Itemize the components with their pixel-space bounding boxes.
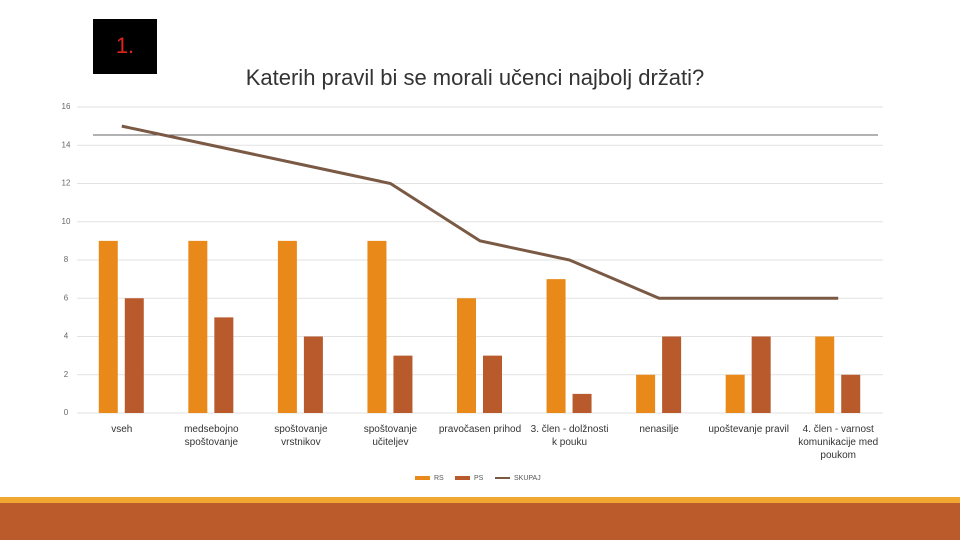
bar — [751, 336, 771, 413]
bar — [483, 355, 502, 413]
bar — [367, 240, 387, 413]
badge-box — [93, 19, 157, 74]
y-tick-label: 6 — [64, 293, 69, 302]
y-tick-label: 16 — [62, 102, 71, 111]
x-tick-label: spoštovanje učiteljev — [364, 424, 418, 448]
footer-band — [0, 503, 960, 540]
bar — [725, 374, 745, 413]
legend-swatch — [415, 476, 430, 480]
line — [121, 124, 839, 300]
legend-item: SKUPAJ — [495, 475, 541, 482]
y-tick-label: 10 — [62, 217, 71, 226]
y-tick-label: 2 — [64, 370, 69, 379]
legend-item: RS — [415, 475, 444, 482]
bar — [303, 336, 323, 413]
x-tick-label: nenasilje — [639, 424, 679, 435]
badge: 1. — [116, 33, 134, 58]
bar — [214, 317, 234, 413]
y-tick-label: 0 — [64, 408, 69, 417]
x-tick-label: upoštevanje pravil — [708, 424, 789, 435]
legend-swatch — [455, 476, 470, 480]
legend-label: RS — [434, 475, 444, 482]
x-tick-label: 4. člen - varnost komunikacije med poukom — [798, 424, 878, 461]
footer-stripe — [0, 497, 960, 503]
x-tick-label: spoštovanje vrstnikov — [274, 424, 328, 448]
y-tick-label: 14 — [62, 140, 71, 149]
bar — [815, 336, 835, 413]
bar — [393, 355, 413, 413]
x-tick-label: 3. člen - dolžnosti k pouku — [531, 424, 609, 448]
y-tick-label: 4 — [64, 332, 69, 341]
legend-item: PS — [455, 475, 484, 482]
x-tick-label: vseh — [111, 424, 132, 435]
bar — [662, 336, 682, 413]
bar — [98, 240, 118, 413]
bar — [277, 240, 297, 413]
legend-label: SKUPAJ — [514, 475, 541, 482]
bar — [188, 240, 208, 413]
bar — [124, 298, 144, 413]
y-tick-label: 8 — [64, 255, 69, 264]
bar — [636, 374, 656, 413]
x-tick-label: pravočasen prihod — [439, 424, 521, 435]
chart-title: Katerih pravil bi se morali učenci najbo… — [246, 65, 705, 90]
bar — [546, 279, 566, 413]
x-tick-label: medsebojno spoštovanje — [184, 424, 239, 448]
bar — [457, 298, 476, 413]
bar — [572, 393, 592, 413]
y-tick-label: 12 — [62, 179, 71, 188]
bar — [841, 374, 861, 413]
legend-label: PS — [474, 475, 484, 482]
